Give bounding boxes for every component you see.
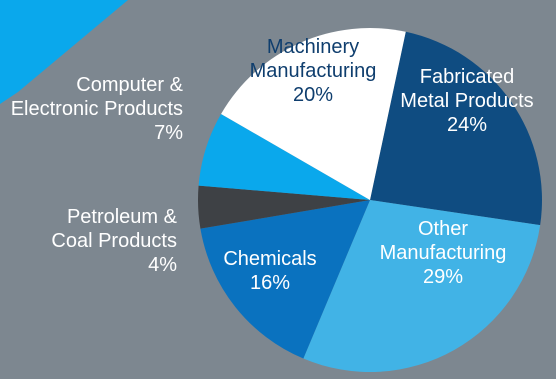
pie-slices (197, 28, 542, 372)
pie-slice (303, 200, 541, 372)
corner-decoration (0, 0, 128, 104)
pie-slice (197, 185, 370, 229)
pie-slice (370, 31, 542, 226)
pie-labels: Fabricated Metal Products 24% Other Manufact… (11, 36, 534, 294)
pie-slice (200, 200, 370, 359)
slice-label: Other Manufacturing 29% (380, 218, 507, 288)
slice-label: Machinery Manufacturing 20% (250, 36, 377, 106)
pie-slice (198, 114, 370, 200)
slice-label: Fabricated Metal Products 24% (400, 66, 533, 136)
slice-label: Chemicals 16% (223, 248, 316, 294)
pie-slice (221, 28, 406, 200)
slice-label: Petroleum & Coal Products 4% (51, 206, 177, 276)
slice-label: Computer & Electronic Products 7% (11, 74, 184, 144)
